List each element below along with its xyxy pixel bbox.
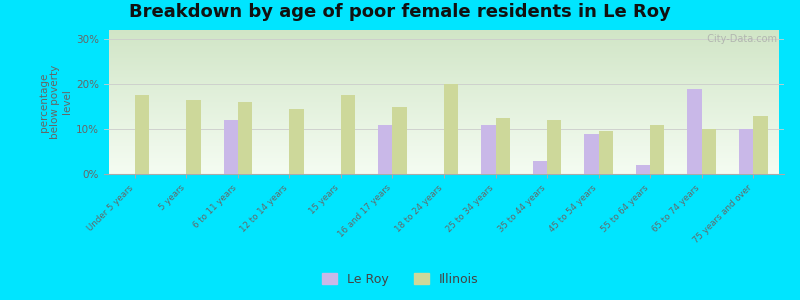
Bar (598, 131, 613, 174)
Bar (238, 102, 252, 174)
Bar (702, 129, 716, 174)
Bar (393, 106, 407, 174)
Bar (533, 160, 547, 174)
Bar (636, 165, 650, 174)
Bar (223, 120, 238, 174)
Bar (378, 124, 393, 174)
Bar (584, 134, 598, 174)
Bar (738, 129, 753, 174)
Bar (547, 120, 562, 174)
Bar (753, 116, 767, 174)
Legend: Le Roy, Illinois: Le Roy, Illinois (317, 268, 483, 291)
Bar (341, 95, 355, 174)
Bar (495, 118, 510, 174)
Bar (135, 95, 150, 174)
Text: City-Data.com: City-Data.com (701, 34, 778, 44)
Bar (290, 109, 304, 174)
Bar (186, 100, 201, 174)
Y-axis label: percentage
below poverty
level: percentage below poverty level (38, 65, 72, 139)
Bar (687, 88, 702, 174)
Bar (650, 124, 665, 174)
Text: Breakdown by age of poor female residents in Le Roy: Breakdown by age of poor female resident… (129, 3, 671, 21)
Bar (444, 84, 458, 174)
Bar (481, 124, 495, 174)
